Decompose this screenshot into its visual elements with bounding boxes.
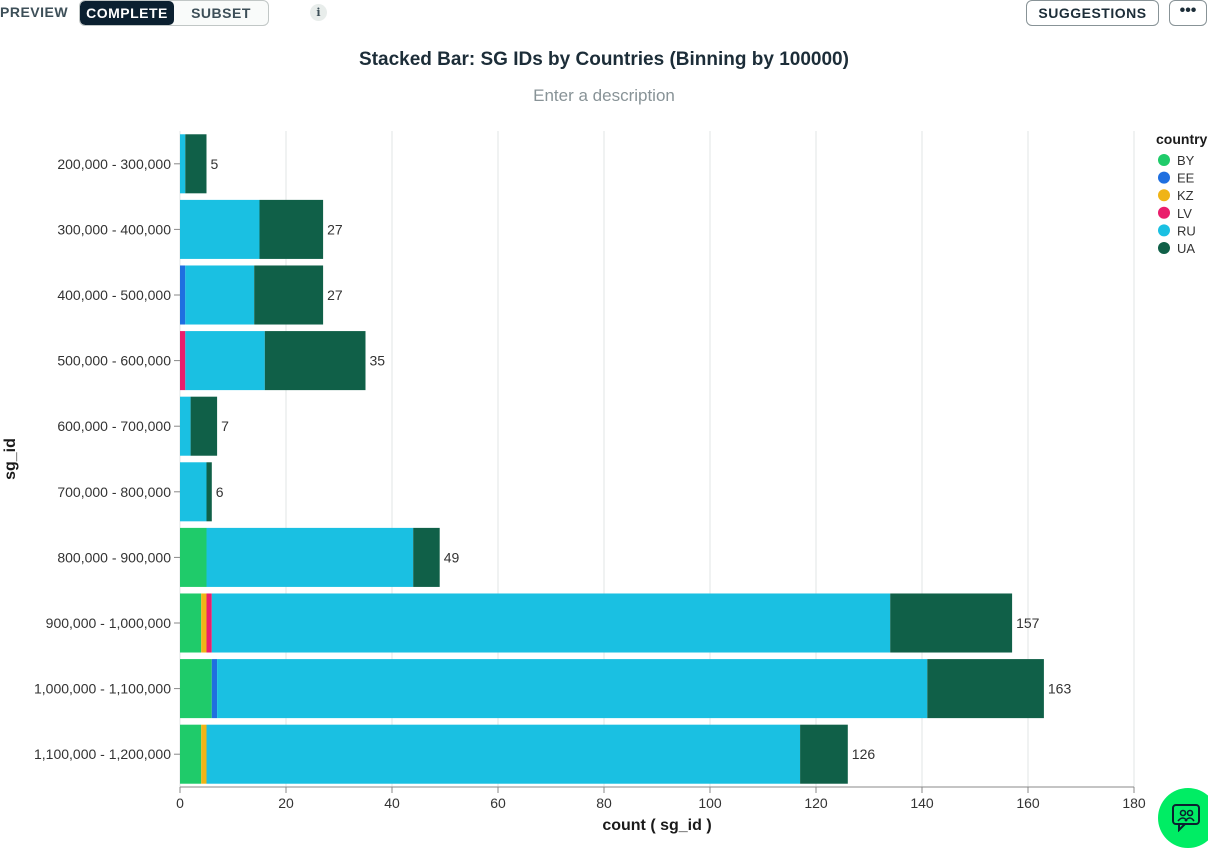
legend-label-ru: RU [1177,223,1196,238]
bar-segment-ua[interactable] [190,396,218,456]
bar-total-label: 5 [211,156,219,172]
bar-segment-ru[interactable] [180,462,207,522]
bar-segment-ru[interactable] [185,265,255,325]
bar-segment-ru[interactable] [206,724,801,784]
bar-segment-ua[interactable] [206,462,212,522]
bar-segment-ee[interactable] [211,659,218,719]
bar-total-label: 35 [370,353,386,369]
bar-segment-ee[interactable] [180,265,186,325]
y-tick-label: 500,000 - 600,000 [57,353,171,369]
bar-total-label: 163 [1048,681,1072,697]
y-tick-label: 300,000 - 400,000 [57,221,171,237]
bar-segment-by[interactable] [180,724,202,784]
bar-segment-ua[interactable] [927,659,1044,719]
bar-total-label: 157 [1016,615,1040,631]
bar-segment-ru[interactable] [185,331,265,391]
x-tick-label: 20 [278,795,294,811]
x-tick-label: 140 [910,795,934,811]
y-axis-title: sg_id [2,438,19,480]
chart-title[interactable]: Stacked Bar: SG IDs by Countries (Binnin… [359,49,849,70]
legend-swatch-kz [1158,189,1170,202]
legend-label-lv: LV [1177,206,1192,221]
bar-segment-ru[interactable] [180,396,191,456]
legend-swatch-ua [1158,242,1170,254]
bar-segment-by[interactable] [180,527,207,587]
x-tick-label: 160 [1016,795,1040,811]
bar-segment-lv[interactable] [180,331,186,391]
bar-segment-lv[interactable] [206,593,212,653]
y-tick-label: 400,000 - 500,000 [57,287,171,303]
legend-swatch-ee [1158,171,1170,184]
bar-total-label: 27 [327,287,343,303]
bar-total-label: 126 [852,746,876,762]
chart-description-input[interactable]: Enter a description [533,86,675,105]
bar-segment-ru[interactable] [180,199,260,259]
bar-segment-ru[interactable] [217,659,928,719]
bar-segment-by[interactable] [180,659,212,719]
bar-segment-ru[interactable] [206,527,414,587]
bar-segment-ua[interactable] [890,593,1013,653]
x-tick-label: 180 [1122,795,1146,811]
bar-segment-ua[interactable] [800,724,848,784]
chart-toolbar: PREVIEW COMPLETE SUBSET i SUGGESTIONS ••… [0,0,1208,26]
bar-segment-by[interactable] [180,593,202,653]
legend-label-by: BY [1177,153,1195,168]
x-tick-label: 0 [176,795,184,811]
tab-subset[interactable]: SUBSET [191,5,251,21]
more-options-button[interactable]: ••• [1169,0,1207,26]
y-tick-label: 600,000 - 700,000 [57,418,171,434]
view-mode-toggle: COMPLETE SUBSET [79,0,269,26]
y-tick-label: 900,000 - 1,000,000 [46,615,172,631]
legend-label-ee: EE [1177,171,1195,186]
preview-label: PREVIEW [0,4,69,20]
legend-swatch-by [1158,154,1170,166]
legend-swatch-lv [1158,206,1170,219]
legend-label-kz: KZ [1177,188,1194,203]
bar-total-label: 27 [327,221,343,237]
x-tick-label: 60 [490,795,506,811]
x-tick-label: 100 [698,795,722,811]
x-tick-label: 40 [384,795,400,811]
bar-segment-kz[interactable] [201,724,207,784]
bar-segment-ru[interactable] [180,134,186,194]
x-tick-label: 120 [804,795,828,811]
bar-segment-ru[interactable] [211,593,891,653]
bar-total-label: 49 [444,549,460,565]
bar-total-label: 6 [216,484,224,500]
legend-swatch-ru [1158,224,1170,237]
y-tick-label: 1,100,000 - 1,200,000 [34,746,171,762]
x-axis-title: count ( sg_id ) [602,817,711,834]
y-tick-label: 700,000 - 800,000 [57,484,171,500]
bar-segment-ua[interactable] [259,199,324,259]
bar-total-label: 7 [221,418,229,434]
y-tick-label: 200,000 - 300,000 [57,156,171,172]
suggestions-button[interactable]: SUGGESTIONS [1026,0,1159,26]
y-tick-label: 1,000,000 - 1,100,000 [34,681,171,697]
info-icon[interactable]: i [310,4,327,21]
legend-label-ua: UA [1177,241,1195,256]
bar-segment-kz[interactable] [201,593,207,653]
chat-button[interactable] [1158,788,1208,848]
chat-icon [1172,804,1200,832]
tab-complete[interactable]: COMPLETE [80,1,174,25]
y-tick-label: 800,000 - 900,000 [57,549,171,565]
legend-title: country [1156,131,1208,147]
bar-segment-ua[interactable] [413,527,440,587]
bar-segment-ua[interactable] [264,331,366,391]
bar-segment-ua[interactable] [254,265,324,325]
x-tick-label: 80 [596,795,612,811]
bar-segment-ua[interactable] [185,134,207,194]
